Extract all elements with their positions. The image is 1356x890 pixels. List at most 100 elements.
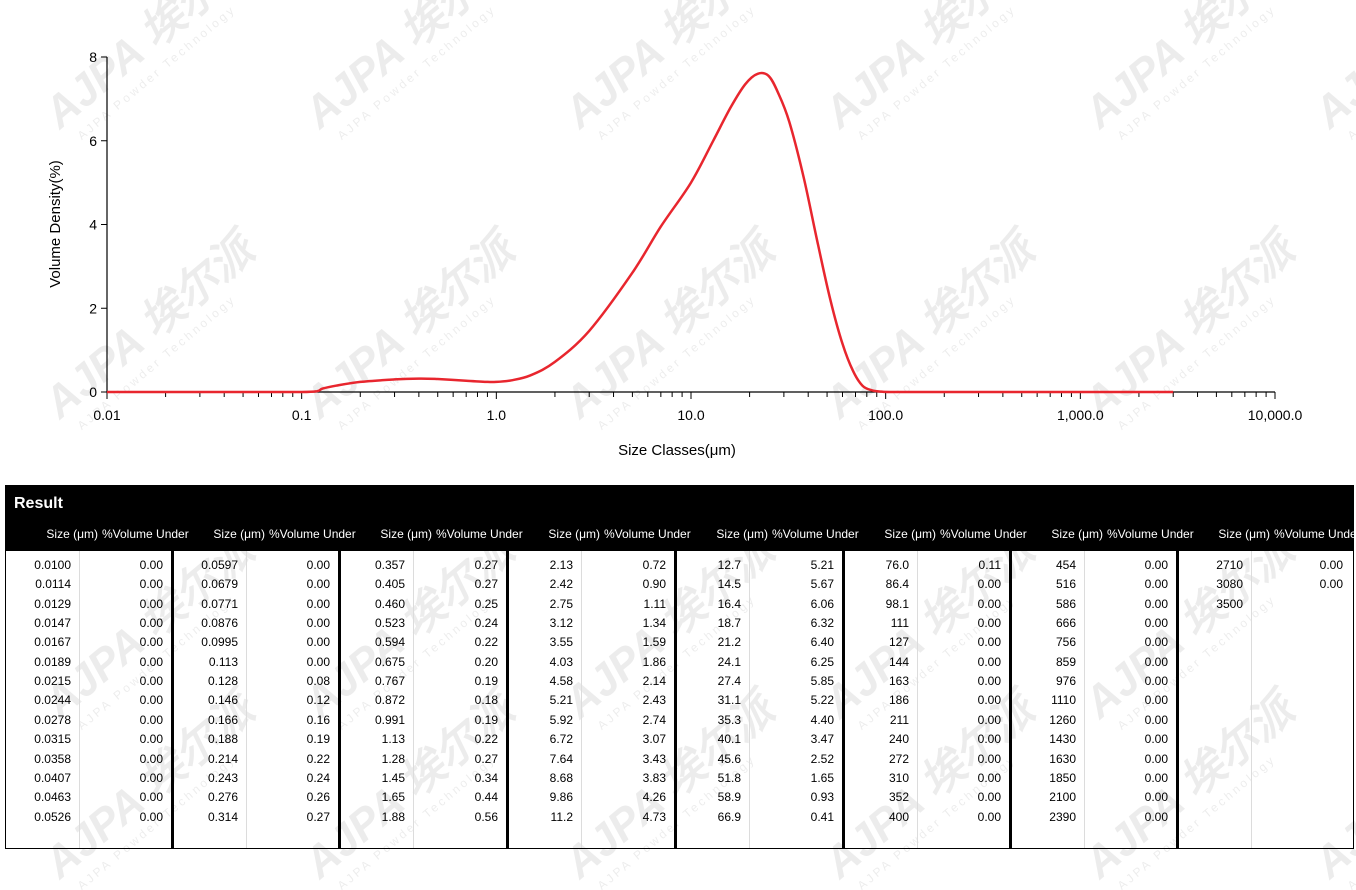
size-cell: 5.21 <box>549 693 573 708</box>
size-cell: 24.1 <box>717 654 741 669</box>
size-cell: 4.58 <box>549 674 573 689</box>
size-cell: 86.4 <box>885 577 909 592</box>
size-cell: 0.0278 <box>34 712 71 727</box>
size-cell: 45.6 <box>717 751 741 766</box>
size-cell: 8.68 <box>549 770 573 785</box>
volume-cell: 0.00 <box>306 635 330 650</box>
column-separator <box>749 551 750 848</box>
volume-cell: 0.00 <box>306 558 330 572</box>
size-cell: 0.0407 <box>34 770 71 785</box>
x-tick-label: 0.01 <box>93 407 120 423</box>
x-tick-label: 1,000.0 <box>1057 407 1104 423</box>
volume-cell: 0.00 <box>1144 654 1168 669</box>
volume-cell: 0.24 <box>306 770 330 785</box>
size-cell: 1850 <box>1049 770 1076 785</box>
size-cell: 98.1 <box>885 596 909 611</box>
volume-cell: 0.00 <box>1144 751 1168 766</box>
size-cell: 0.128 <box>207 674 238 689</box>
volume-cell: 0.19 <box>474 712 498 727</box>
volume-cell: 0.27 <box>474 558 498 572</box>
size-cell: 0.243 <box>207 770 238 785</box>
size-header: Size (μm) <box>213 527 265 541</box>
size-cell: 400 <box>888 809 909 824</box>
volume-cell: 0.00 <box>1144 635 1168 650</box>
size-cell: 58.9 <box>717 790 741 805</box>
volume-cell: 0.00 <box>977 596 1001 611</box>
volume-cell: 0.00 <box>139 674 163 689</box>
size-cell: 0.675 <box>374 654 405 669</box>
size-cell: 240 <box>888 732 909 747</box>
size-cell: 5.92 <box>549 712 573 727</box>
x-tick-label: 0.1 <box>292 407 312 423</box>
volume-cell: 1.11 <box>643 596 666 611</box>
y-tick-label: 0 <box>89 384 97 400</box>
volume-cell: 0.34 <box>474 770 498 785</box>
column-separator <box>581 551 582 848</box>
volume-cell: 0.00 <box>977 616 1001 631</box>
size-cell: 0.0114 <box>35 577 71 592</box>
size-cell: 310 <box>888 770 909 785</box>
size-cell: 0.0215 <box>34 674 71 689</box>
size-cell: 1.45 <box>381 770 405 785</box>
size-cell: 0.523 <box>374 616 405 631</box>
y-axis-title: Volume Density(%) <box>47 160 64 288</box>
volume-cell: 0.90 <box>642 577 666 592</box>
size-cell: 0.214 <box>207 751 238 766</box>
group-separator <box>506 551 509 848</box>
size-cell: 0.113 <box>208 654 238 669</box>
size-cell: 3500 <box>1216 596 1243 611</box>
volume-cell: 0.22 <box>306 751 330 766</box>
size-cell: 18.7 <box>717 616 741 631</box>
size-cell: 859 <box>1055 654 1076 669</box>
size-cell: 454 <box>1055 558 1076 572</box>
size-cell: 0.146 <box>207 693 238 708</box>
size-cell: 0.594 <box>374 635 405 650</box>
y-tick-label: 8 <box>89 49 97 65</box>
volume-cell: 0.41 <box>810 809 834 824</box>
volume-cell: 0.00 <box>139 790 163 805</box>
volume-cell: 3.07 <box>642 732 666 747</box>
volume-cell: 0.00 <box>1144 577 1168 592</box>
group-separator <box>842 551 845 848</box>
size-cell: 0.0679 <box>201 577 238 592</box>
volume-cell: 3.83 <box>642 770 666 785</box>
volume-cell: 0.00 <box>139 635 163 650</box>
size-cell: 0.0147 <box>34 616 71 631</box>
size-cell: 35.3 <box>717 712 741 727</box>
x-axis-title: Size Classes(μm) <box>618 442 736 459</box>
chart-axes <box>106 57 1275 393</box>
size-cell: 0.991 <box>374 712 405 727</box>
size-cell: 0.0876 <box>201 616 238 631</box>
volume-cell: 0.00 <box>1144 596 1168 611</box>
x-tick-label: 10,000.0 <box>1248 407 1303 423</box>
size-cell: 976 <box>1055 674 1076 689</box>
result-table: Result Size (μm) %Volume Under Size (μm) %V… <box>5 485 1356 849</box>
size-cell: 66.9 <box>717 809 741 824</box>
size-cell: 3.12 <box>549 616 573 631</box>
volume-cell: 6.40 <box>810 635 834 650</box>
volume-cell: 5.85 <box>810 674 834 689</box>
size-cell: 211 <box>889 712 909 727</box>
result-table-header: Result Size (μm) %Volume Under Size (μm) %V… <box>6 486 1356 551</box>
size-cell: 0.0771 <box>201 596 238 611</box>
volume-cell: 0.00 <box>977 809 1001 824</box>
result-title: Result <box>14 495 63 512</box>
volume-header: %Volume Under <box>604 527 691 541</box>
size-cell: 1.13 <box>381 732 405 747</box>
size-cell: 0.166 <box>207 712 238 727</box>
size-cell: 0.0526 <box>34 809 71 824</box>
volume-cell <box>1254 595 1343 614</box>
volume-cell: 0.00 <box>139 751 163 766</box>
volume-cell: 1.65 <box>810 770 834 785</box>
size-cell: 11.2 <box>550 809 573 824</box>
size-header: Size (μm) <box>46 527 98 541</box>
volume-cell: 0.44 <box>474 790 498 805</box>
volume-cell: 0.00 <box>977 577 1001 592</box>
size-cell: 516 <box>1055 577 1076 592</box>
volume-cell: 0.27 <box>474 577 498 592</box>
volume-cell: 6.25 <box>810 654 834 669</box>
column-separator <box>79 551 80 848</box>
volume-cell: 4.26 <box>642 790 666 805</box>
size-cell: 756 <box>1055 635 1076 650</box>
size-cell: 76.0 <box>885 558 909 572</box>
